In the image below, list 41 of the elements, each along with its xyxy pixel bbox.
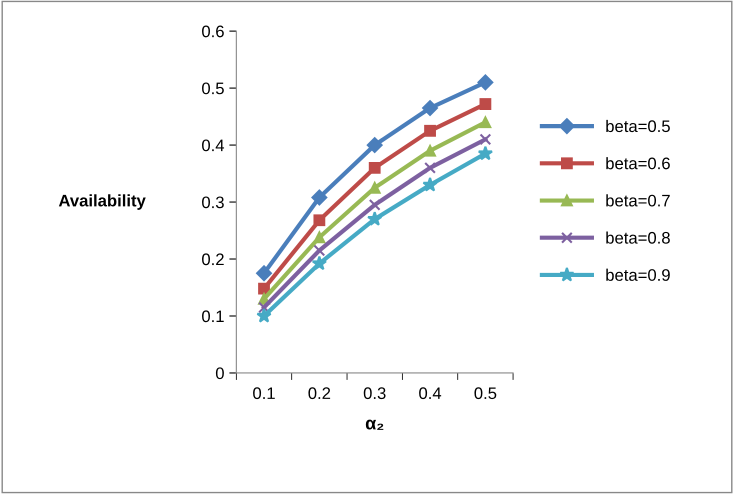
x-tick-label: 0.4 [419,387,442,400]
point [256,308,272,323]
point [312,256,328,270]
point [368,162,381,174]
x-tick-label: 0.1 [253,387,275,400]
point [367,211,382,226]
x-axis-title: α₂ [366,420,384,430]
x-tick-label: 0.3 [364,387,386,400]
x-tick-label: 0.2 [308,387,330,400]
point [366,137,383,153]
point [424,162,436,174]
y-tick-label: 0.1 [202,310,224,322]
point [479,116,492,128]
point [479,133,492,146]
y-tick-label: 0.4 [202,139,224,152]
legend-label: beta=0.6 [606,157,670,170]
y-tick-label: 0.2 [202,253,224,266]
y-tick-label: 0.3 [202,196,224,208]
legend-label: beta=0.5 [606,120,670,132]
legend-label: beta=0.7 [606,194,670,207]
point [313,214,326,226]
point [368,198,381,211]
point [422,100,438,116]
point [477,74,494,90]
point [424,144,436,157]
point [313,231,326,244]
point [258,282,270,295]
x-tick-label: 0.5 [474,387,496,400]
y-tick-label: 0.5 [202,82,224,94]
y-tick-label: 0.6 [202,26,224,38]
point [422,176,438,192]
point [313,244,326,256]
y-tick-label: 0 [216,367,224,380]
point [256,265,272,282]
legend-label: beta=0.8 [606,231,670,244]
point [424,124,436,137]
point [311,190,328,206]
y-axis-title: Availability [58,194,146,210]
legend-label: beta=0.9 [606,268,670,281]
point [479,98,492,110]
point [478,146,494,160]
